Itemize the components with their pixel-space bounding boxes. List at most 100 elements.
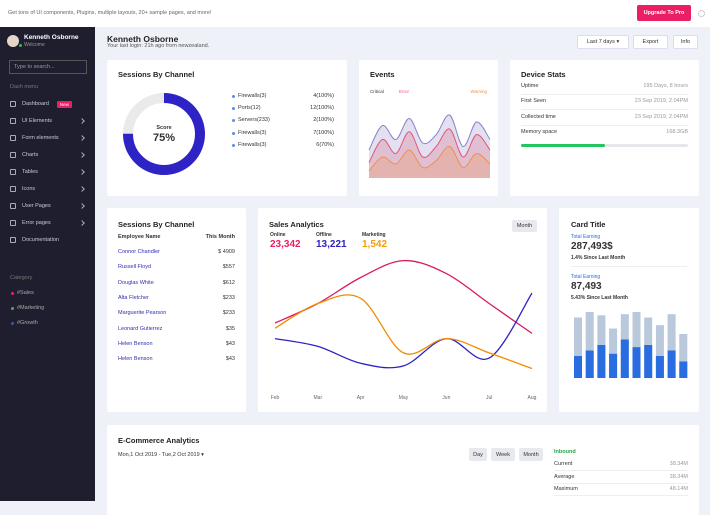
progress-track bbox=[521, 144, 688, 147]
menu-item[interactable]: Error pages bbox=[10, 218, 88, 228]
employee-name[interactable]: Connor Chandler bbox=[118, 249, 160, 255]
inbound-label: Current bbox=[554, 461, 573, 467]
earning-value: 87,493 bbox=[571, 281, 602, 292]
menu-item[interactable]: Dashboard New bbox=[10, 99, 88, 109]
donut-chart bbox=[123, 93, 205, 175]
employee-name[interactable]: Helen Benson bbox=[118, 340, 153, 347]
menu-item[interactable]: UI Elements bbox=[10, 116, 88, 126]
event-line bbox=[368, 128, 491, 163]
inbound-title: Inbound bbox=[554, 449, 576, 455]
stat-label: Online bbox=[270, 232, 286, 238]
settings-icon[interactable] bbox=[698, 10, 705, 17]
menu-label: Icons bbox=[22, 186, 36, 192]
card-title: Sales Analytics bbox=[269, 220, 324, 229]
legend-item: Warning bbox=[470, 89, 487, 94]
x-tick-label: Feb bbox=[271, 395, 280, 401]
date-text: Mon,1 Oct 2019 - Tue,2 Oct 2019 bbox=[118, 452, 200, 458]
category-label[interactable]: #Sales bbox=[17, 290, 34, 296]
menu-icon bbox=[10, 203, 16, 209]
date-range-button[interactable]: Last 7 days ▾ bbox=[577, 35, 629, 49]
employee-name[interactable]: Russell Floyd bbox=[118, 264, 152, 271]
table-header: This Month bbox=[205, 234, 235, 240]
employee-name[interactable]: Leonard Gutierrez bbox=[118, 325, 163, 332]
date-range[interactable]: Mon,1 Oct 2019 - Tue,2 Oct 2019 ▾ bbox=[118, 452, 204, 458]
menu-item[interactable]: Documentation bbox=[10, 235, 88, 245]
month-button[interactable]: Month bbox=[512, 220, 537, 232]
earnings-card: Card Title Total Earning 287,493$ 1.4% Sin… bbox=[559, 208, 699, 412]
range-button[interactable]: Month bbox=[519, 448, 543, 461]
range-button[interactable]: Week bbox=[491, 448, 515, 461]
card-title: Sessions By Channel bbox=[118, 70, 195, 79]
sales-analytics-card: Sales Analytics Month Online 23,342 Offlin… bbox=[258, 208, 547, 412]
event-area bbox=[369, 114, 490, 178]
stat-value: 13,221 bbox=[316, 239, 347, 250]
menu-icon bbox=[10, 101, 16, 107]
legend-dot bbox=[232, 143, 235, 147]
x-tick-label: May bbox=[399, 395, 409, 401]
inbound-value: 38.34M bbox=[669, 461, 688, 467]
row-divider bbox=[554, 470, 688, 471]
menu-label: Charts bbox=[22, 152, 39, 158]
button-label: Last 7 days bbox=[586, 39, 615, 45]
menu-icon bbox=[10, 118, 16, 124]
employee-value: $612 bbox=[222, 279, 235, 286]
x-tick-label: Mar bbox=[314, 395, 323, 401]
x-tick-label: Apr bbox=[357, 395, 365, 401]
employee-value: $233 bbox=[222, 310, 235, 317]
category-label[interactable]: #Marketing bbox=[17, 305, 45, 311]
button-label: Day bbox=[473, 451, 483, 458]
row-divider bbox=[554, 482, 688, 484]
channel-value: 7(100%) bbox=[313, 129, 334, 136]
menu-icon bbox=[10, 135, 16, 141]
bar bbox=[585, 350, 594, 378]
event-area bbox=[369, 128, 490, 178]
stat-label: First Seen bbox=[521, 98, 547, 105]
menu-item[interactable]: Form elements bbox=[10, 133, 88, 143]
employee-name[interactable]: Douglas White bbox=[118, 279, 154, 286]
topbar: Get tons of UI components, Plugins, mult… bbox=[0, 0, 710, 27]
info-button[interactable]: Info bbox=[673, 35, 698, 49]
promo-text: Get tons of UI components, Plugins, mult… bbox=[8, 10, 212, 16]
button-label: Export bbox=[642, 39, 659, 45]
inbound-value: 38.34M bbox=[669, 473, 688, 480]
bar-chart bbox=[574, 312, 688, 378]
channel-label: Servers(233) bbox=[238, 117, 270, 124]
events-card: Events Critical Error Warning bbox=[359, 60, 498, 196]
header-subtitle: Your last login: 21h ago from newzealand… bbox=[107, 43, 210, 49]
employee-value: $43 bbox=[225, 340, 235, 347]
bar bbox=[667, 314, 676, 378]
search-box[interactable]: Type to search... bbox=[9, 60, 87, 74]
bar bbox=[609, 353, 618, 378]
menu-item[interactable]: Icons bbox=[10, 184, 88, 194]
menu-item[interactable]: Tables bbox=[10, 167, 88, 177]
button-label: Month bbox=[516, 223, 533, 229]
legend-dot bbox=[232, 131, 235, 135]
event-area bbox=[369, 146, 490, 178]
row-divider bbox=[521, 94, 688, 95]
earning-value: 287,493$ bbox=[571, 241, 613, 252]
channel-label: Firewalls(3) bbox=[238, 129, 267, 136]
stat-label: Uptime bbox=[521, 83, 539, 89]
channel-label: Firewalls(3) bbox=[238, 93, 267, 99]
employee-name[interactable]: Marguerite Pearson bbox=[118, 310, 167, 317]
menu-section: Dash menu bbox=[10, 84, 39, 90]
score-value: 75% bbox=[152, 132, 176, 144]
menu-item[interactable]: User Pages bbox=[10, 201, 88, 211]
menu-item[interactable]: Charts bbox=[10, 150, 88, 160]
bar bbox=[644, 345, 653, 378]
legend-item: Critical bbox=[370, 89, 384, 94]
donut-value bbox=[123, 93, 205, 175]
upgrade-button[interactable]: Upgrade To Pro bbox=[637, 5, 691, 21]
inbound-label: Average bbox=[554, 473, 575, 480]
employee-name[interactable]: Alta Fletcher bbox=[118, 294, 149, 301]
export-button[interactable]: Export bbox=[633, 35, 668, 49]
card-title: Events bbox=[370, 70, 395, 79]
bar bbox=[679, 361, 688, 378]
range-button[interactable]: Day bbox=[469, 448, 487, 461]
stat-value: 23 Sep 2019, 2.04PM bbox=[634, 98, 688, 105]
menu-label: Documentation bbox=[22, 237, 59, 243]
employee-name[interactable]: Helen Benson bbox=[118, 356, 153, 363]
card-title: Card Title bbox=[571, 220, 606, 229]
category-label[interactable]: #Growth bbox=[17, 320, 38, 326]
menu-icon bbox=[10, 220, 16, 226]
